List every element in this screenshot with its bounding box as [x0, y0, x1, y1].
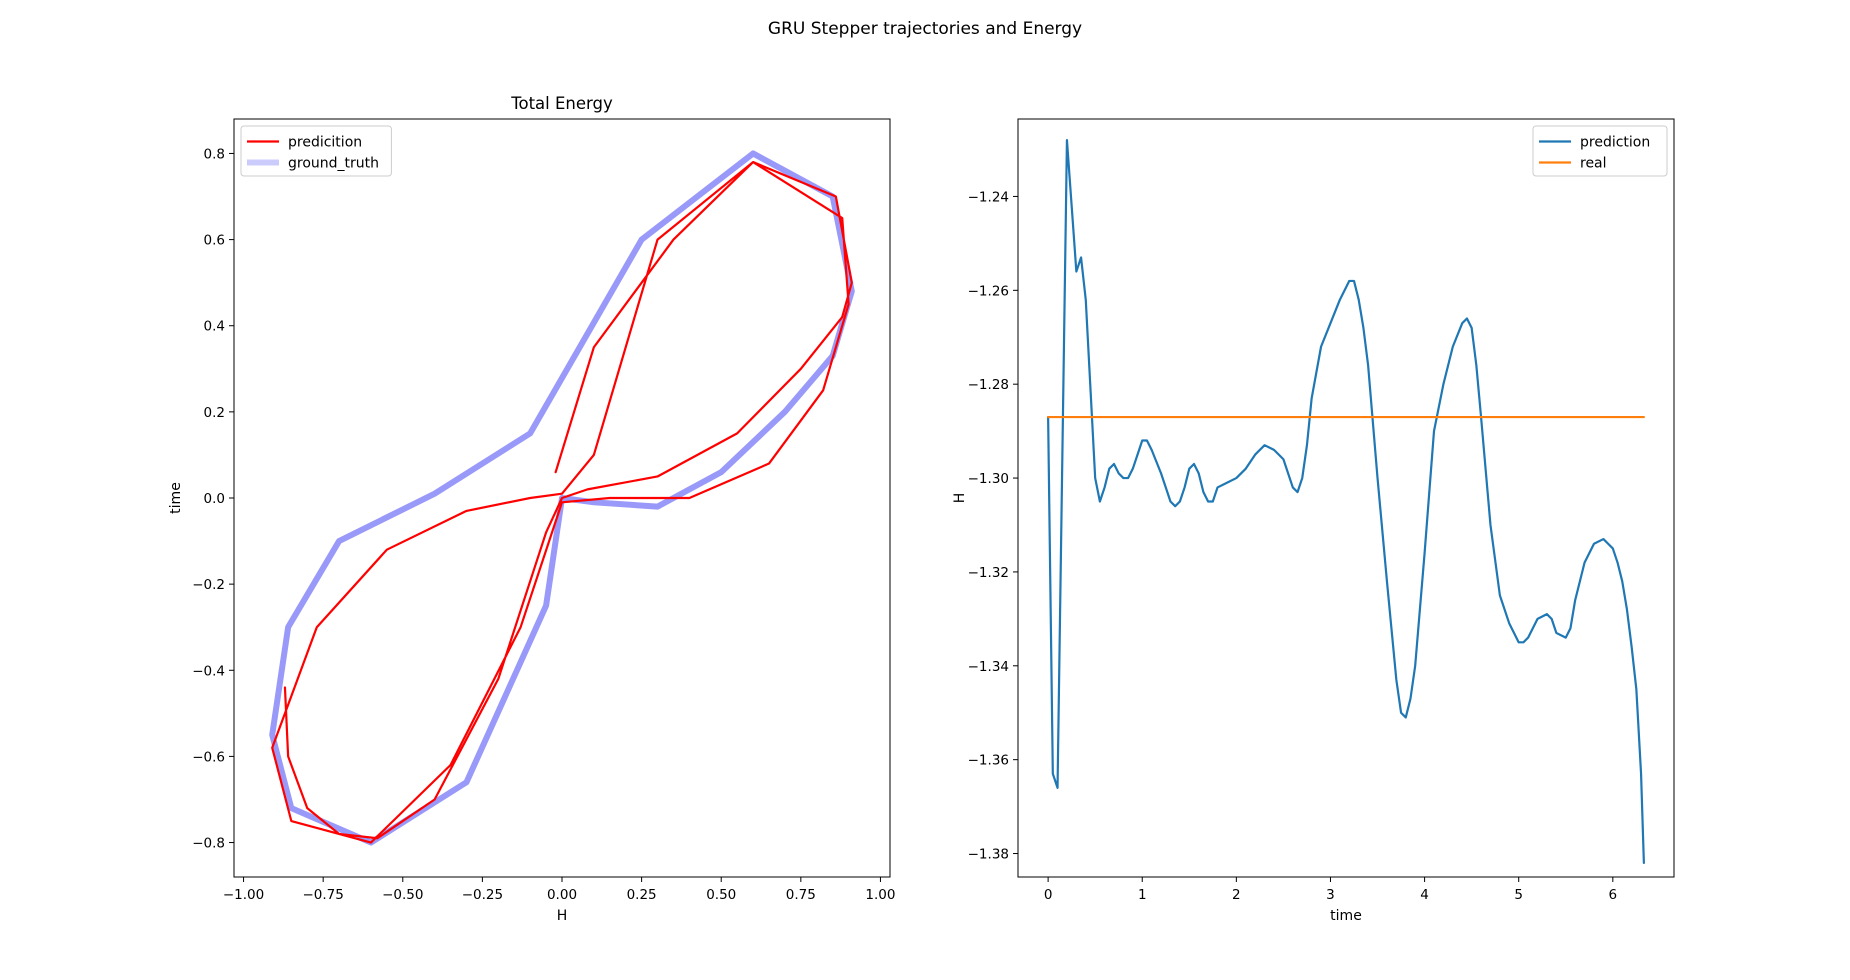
y-tick-label: −1.34: [968, 659, 1009, 675]
x-axis-label: H: [557, 908, 568, 924]
y-tick-label: −1.38: [968, 847, 1009, 863]
legend-label-ground-truth: ground_truth: [288, 156, 379, 172]
subplot-title: Total Energy: [510, 94, 613, 113]
y-tick-label: 0.0: [204, 491, 225, 507]
y-axis-label: H: [952, 493, 968, 504]
x-tick-label: −0.75: [302, 887, 343, 903]
legend-label-real: real: [1580, 156, 1607, 172]
figure-suptitle: GRU Stepper trajectories and Energy: [768, 19, 1082, 39]
y-tick-label: 0.2: [204, 405, 225, 421]
legend-label-prediction: prediction: [1580, 135, 1650, 151]
x-axis-label: time: [1330, 908, 1362, 924]
y-tick-label: −1.28: [968, 377, 1009, 393]
trajectory-subplot: −1.00 −0.75 −0.50 −0.25 0.00 0.25 0.50 0.75 1.00…: [168, 94, 895, 924]
x-tick-label: −1.00: [223, 887, 264, 903]
y-tick-label: −1.30: [968, 471, 1009, 487]
x-tick-label: 1: [1138, 887, 1147, 903]
x-tick-label: −0.50: [382, 887, 423, 903]
series-group: [269, 150, 855, 846]
x-tick-label: 3: [1326, 887, 1335, 903]
x-tick-label: −0.25: [462, 887, 503, 903]
axes-frame: [1017, 118, 1675, 878]
y-tick-label: −0.2: [192, 577, 225, 593]
y-tick-label: −1.24: [968, 189, 1009, 205]
y-tick-label: 0.6: [204, 233, 225, 249]
x-tick-label: 0.50: [706, 887, 736, 903]
y-tick-label: 0.4: [204, 319, 225, 335]
legend-label-predicition: predicition: [288, 135, 362, 151]
y-tick-label: −0.8: [192, 836, 225, 852]
x-tick-label: 0: [1044, 887, 1053, 903]
legend: prediction real: [1532, 125, 1668, 177]
x-tick-label: 2: [1232, 887, 1241, 903]
y-tick-label: 0.8: [204, 146, 225, 162]
x-tick-label: 1.00: [865, 887, 895, 903]
energy-subplot: 0 1 2 3 4 5 6 −1.38 −1.36 −1.34 −1.32 −1.30 −1.28 −1.…: [952, 118, 1675, 924]
y-axis-label: time: [168, 482, 184, 514]
series-line-predicition: [271, 160, 853, 844]
y-tick-label: −1.36: [968, 753, 1009, 769]
y-tick-label: −1.26: [968, 283, 1009, 299]
x-tick-label: 6: [1609, 887, 1618, 903]
y-tick-label: −0.6: [192, 749, 225, 765]
y-tick-label: −0.4: [192, 663, 225, 679]
x-tick-label: 5: [1514, 887, 1523, 903]
x-tick-label: 0.75: [786, 887, 816, 903]
x-tick-label: 4: [1420, 887, 1429, 903]
series-group: [1047, 139, 1645, 865]
series-line-prediction: [1047, 139, 1645, 865]
legend: predicition ground_truth: [240, 125, 392, 177]
legend-box: [240, 125, 392, 177]
x-tick-label: 0.00: [547, 887, 577, 903]
y-tick-label: −1.32: [968, 565, 1009, 581]
x-tick-label: 0.25: [627, 887, 657, 903]
